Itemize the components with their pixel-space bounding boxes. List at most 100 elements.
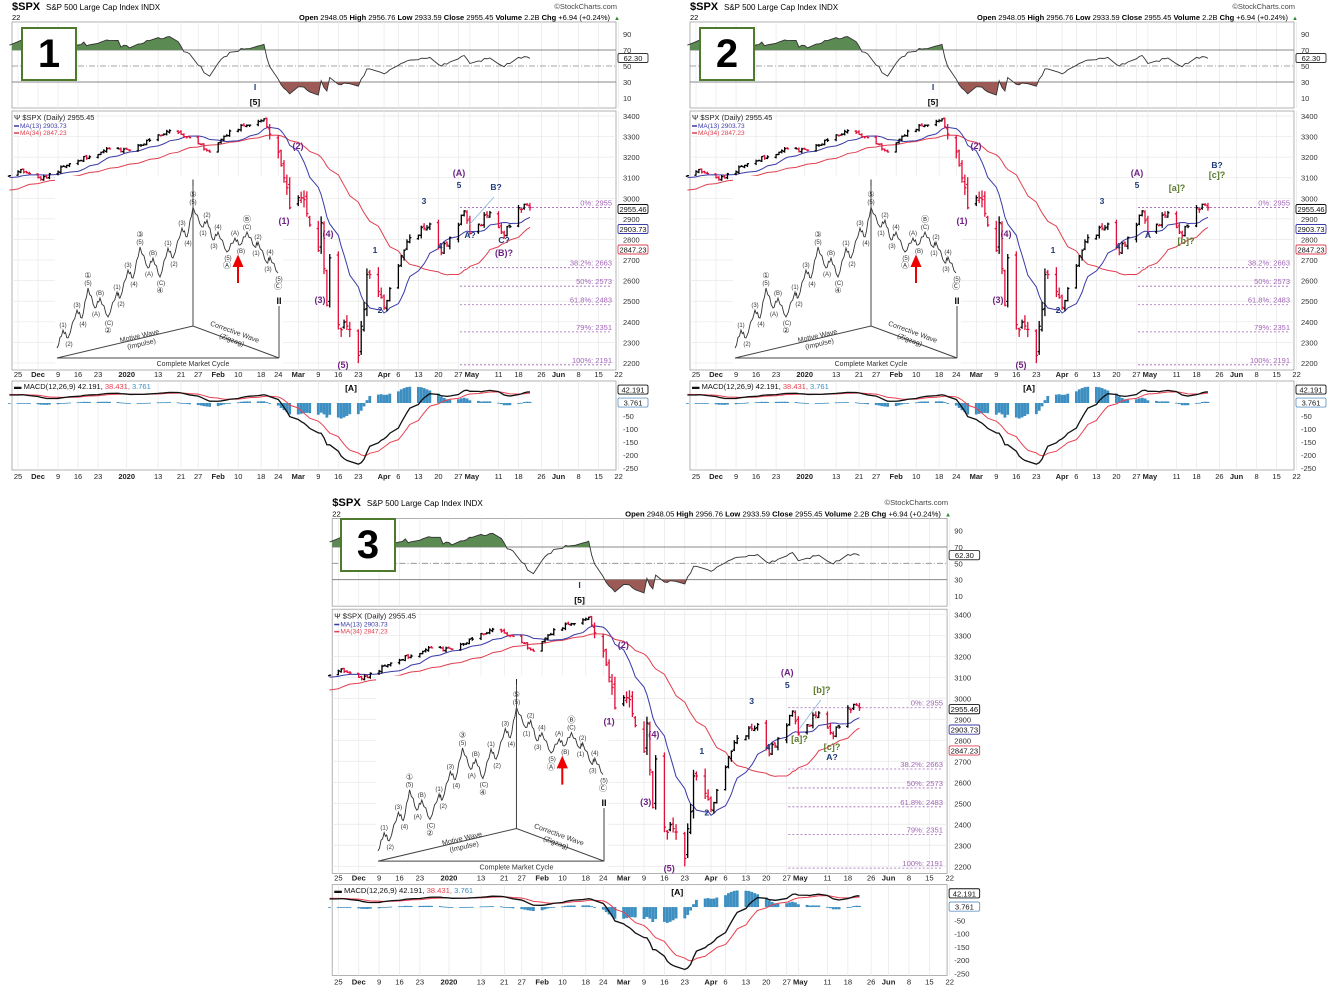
ohlc-bar (424, 648, 428, 653)
fib-level-label: 61.8%: 2483 (900, 798, 943, 807)
macd-legend-value: 42.191, (756, 382, 783, 391)
date-tick-label: 10 (558, 978, 566, 987)
inset-wave-label: (A) (770, 312, 778, 318)
date-tick-label: 8 (1254, 370, 1258, 379)
ohlc-bar (262, 118, 266, 122)
ohlc-bar (572, 622, 576, 626)
ohlc-bar (442, 241, 446, 254)
rsi-line (329, 532, 860, 594)
ohlc-bar (686, 823, 690, 859)
ohlc-bar (1074, 264, 1078, 289)
date-tick-label: 24 (952, 472, 960, 481)
ohlc-bar (776, 737, 780, 751)
macd-hist-bar (855, 905, 858, 908)
macd-hist-bar (168, 402, 171, 403)
wave-label: 4 (438, 241, 443, 251)
price-bars (685, 117, 1210, 364)
complete-cycle-label: Complete Market Cycle (479, 863, 553, 871)
macd-hist-bar (308, 403, 312, 414)
ohlc-key: Close (1120, 13, 1145, 22)
inset-wave-label: (3) (178, 221, 185, 227)
macd-hist-bar (906, 402, 910, 404)
wave-label-alt: [b]? (813, 685, 831, 695)
macd-hist-bar (485, 906, 489, 908)
macd-legend-hist: 3.761 (810, 382, 829, 391)
macd-value-tag: 42.191 (948, 888, 981, 898)
ma13-value-tag-box (948, 724, 981, 735)
macd-hist-bar (419, 387, 423, 403)
macd-legend: ▬ MACD(12,26,9) 42.191, 38.431, 3.761 (692, 382, 829, 391)
macd-hist-bar (519, 402, 523, 404)
rsi-overbought-fill (690, 36, 1208, 50)
macd-hist-bar (1186, 403, 1190, 406)
ohlc-bar (694, 170, 698, 176)
date-tick-label: 25 (334, 978, 342, 987)
price-tick-label: 2800 (1301, 235, 1318, 244)
date-tick-label: 15 (1272, 370, 1280, 379)
date-tick-label: 9 (734, 370, 738, 379)
date-tick-label: 23 (416, 978, 424, 987)
macd-hist-bar (405, 387, 409, 403)
macd-hist-tag: 3.761 (1295, 397, 1327, 408)
date-tick-label: 13 (1092, 472, 1100, 481)
ohlc-bar (188, 135, 192, 139)
macd-hist-bar (840, 402, 844, 404)
macd-hist-bar (695, 899, 698, 908)
macd-hist-bar (604, 907, 608, 913)
macd-hist-bar (302, 403, 306, 413)
rsi-value-tag-box (1295, 53, 1327, 63)
macd-hist-bar (465, 907, 468, 908)
date-tick-label: 11 (1173, 472, 1181, 481)
ohlc-bar (425, 225, 429, 231)
macd-hist-bar (814, 403, 818, 404)
macd-hist-bar (744, 890, 748, 908)
macd-hist-bar (219, 403, 223, 406)
rsi-tick-label: 10 (623, 94, 631, 103)
close-price-tag-box (617, 204, 649, 214)
macd-hist-bar (477, 400, 480, 403)
ohlc-bar (308, 215, 312, 227)
macd-tick-label: -100 (1301, 425, 1316, 434)
inset-circled-label: Ⓑ (921, 215, 929, 224)
ohlc-bar (963, 174, 967, 195)
macd-hist-bar (757, 402, 761, 403)
date-tick-label: 25 (334, 874, 342, 883)
macd-hist-bar (628, 907, 631, 918)
ohlc-bar (445, 241, 449, 248)
ohlc-bar (1140, 210, 1144, 217)
inset-wave-label: (1) (737, 323, 744, 329)
date-tick-label: 27 (1132, 472, 1140, 481)
ohlc-bar (1206, 202, 1210, 211)
macd-legend: ▬ MACD(12,26,9) 42.191, 38.431, 3.761 (14, 382, 151, 391)
macd-hist-bar (399, 389, 403, 403)
inset-wave-label: (1) (877, 231, 884, 237)
date-tick-label: Apr (1056, 472, 1069, 481)
macd-hist-bar (613, 907, 617, 919)
inset-wave-label: (1) (435, 786, 442, 793)
ohlc-value: 2956.76 (695, 509, 723, 518)
date-tick-label: 15 (925, 978, 933, 987)
macd-hist-bar (145, 402, 149, 404)
date-tick-label: 16 (660, 874, 668, 883)
date-tick-label: 16 (395, 874, 403, 883)
ohlc-bar (814, 711, 818, 719)
macd-hist-bar (377, 907, 381, 909)
macd-hist-bar (365, 400, 369, 403)
ohlc-bar (488, 628, 492, 635)
macd-legend-signal: 38.431, (105, 382, 132, 391)
macd-hist-bar (846, 402, 849, 403)
date-tick-label: 23 (772, 370, 780, 379)
macd-hist-bar (674, 907, 678, 919)
inset-circled-label: ⑤ (189, 190, 196, 199)
macd-hist-bar (806, 403, 809, 404)
inset-wave-label: (B) (96, 291, 104, 297)
macd-hist-bar (262, 401, 266, 403)
inset-wave-label: (C) (835, 281, 843, 287)
ohlc-bar (1017, 327, 1021, 337)
date-tick-label: 18 (514, 472, 522, 481)
date-tick-label: 16 (74, 370, 82, 379)
date-tick-label: Dec (31, 472, 45, 481)
macd-hist-bar (834, 907, 838, 910)
macd-hist-bar (502, 403, 506, 406)
date-tick-label: Apr (378, 472, 391, 481)
